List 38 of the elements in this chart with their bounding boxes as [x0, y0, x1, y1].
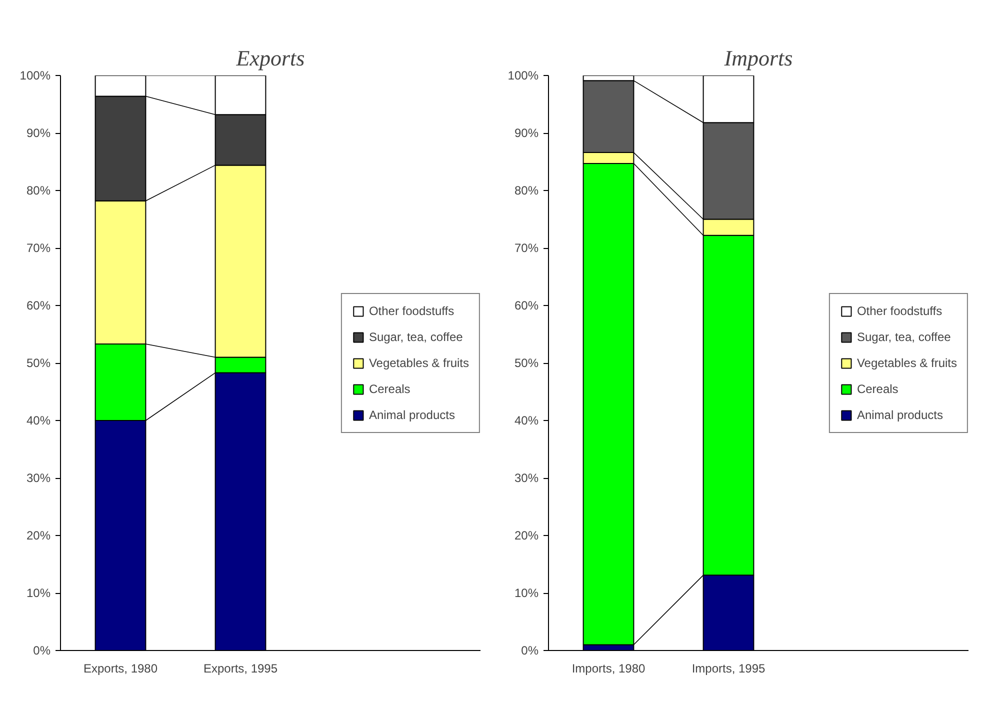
y-tick-label: 80% [26, 184, 51, 198]
y-tick-label: 80% [514, 184, 539, 198]
legend-label: Cereals [856, 382, 898, 396]
x-tick-label: Imports, 1980 [572, 662, 646, 676]
y-tick-label: 100% [20, 68, 51, 82]
legend-label: Other foodstuffs [856, 304, 942, 318]
legend-label: Vegetables & fruits [856, 356, 957, 370]
y-tick-label: 60% [514, 298, 539, 312]
y-tick-label: 100% [508, 68, 539, 82]
y-tick-label: 70% [514, 241, 539, 255]
y-tick-label: 20% [26, 528, 51, 542]
y-tick-label: 30% [514, 471, 539, 485]
y-tick-label: 20% [514, 528, 539, 542]
y-tick-label: 40% [26, 414, 51, 428]
y-tick-label: 60% [26, 298, 51, 312]
x-tick-label: Imports, 1995 [692, 662, 766, 676]
y-tick-label: 0% [33, 644, 51, 658]
chart-title: Imports [723, 46, 793, 70]
legend-label: Vegetables & fruits [368, 356, 469, 370]
legend-label: Animal products [368, 408, 455, 422]
y-tick-label: 90% [26, 126, 51, 140]
x-tick-label: Exports, 1980 [83, 662, 158, 676]
y-tick-label: 90% [514, 126, 539, 140]
y-tick-label: 10% [26, 586, 51, 600]
legend-label: Sugar, tea, coffee [856, 330, 951, 344]
x-tick-label: Exports, 1995 [203, 662, 278, 676]
y-tick-label: 50% [514, 356, 539, 370]
legend-label: Cereals [368, 382, 410, 396]
legend-label: Other foodstuffs [368, 304, 454, 318]
legend-label: Sugar, tea, coffee [368, 330, 463, 344]
y-tick-label: 0% [521, 644, 539, 658]
y-tick-label: 10% [514, 586, 539, 600]
y-tick-label: 70% [26, 241, 51, 255]
y-tick-label: 40% [514, 414, 539, 428]
y-tick-label: 30% [26, 471, 51, 485]
chart-title: Exports [235, 46, 305, 70]
legend-label: Animal products [856, 408, 943, 422]
y-tick-label: 50% [26, 356, 51, 370]
